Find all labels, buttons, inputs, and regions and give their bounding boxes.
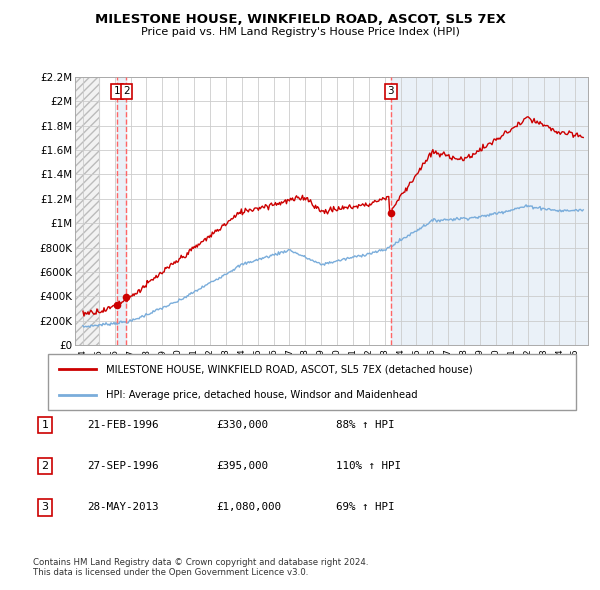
Text: Price paid vs. HM Land Registry's House Price Index (HPI): Price paid vs. HM Land Registry's House … [140,27,460,37]
Text: £330,000: £330,000 [216,420,268,430]
Text: 1: 1 [41,420,49,430]
Bar [117,77,127,345]
Text: MILESTONE HOUSE, WINKFIELD ROAD, ASCOT, SL5 7EX: MILESTONE HOUSE, WINKFIELD ROAD, ASCOT, … [95,13,505,26]
Bar [75,77,99,345]
Text: £1,080,000: £1,080,000 [216,503,281,512]
Text: 3: 3 [41,503,49,512]
Text: 2: 2 [41,461,49,471]
Text: HPI: Average price, detached house, Windsor and Maidenhead: HPI: Average price, detached house, Wind… [106,390,418,400]
Text: 110% ↑ HPI: 110% ↑ HPI [336,461,401,471]
FancyBboxPatch shape [48,354,576,410]
Text: 21-FEB-1996: 21-FEB-1996 [87,420,158,430]
Text: 88% ↑ HPI: 88% ↑ HPI [336,420,395,430]
Text: £395,000: £395,000 [216,461,268,471]
Text: MILESTONE HOUSE, WINKFIELD ROAD, ASCOT, SL5 7EX (detached house): MILESTONE HOUSE, WINKFIELD ROAD, ASCOT, … [106,364,473,374]
Text: 1: 1 [113,86,120,96]
Text: 2: 2 [123,86,130,96]
Bar [391,77,588,345]
Text: 27-SEP-1996: 27-SEP-1996 [87,461,158,471]
Text: Contains HM Land Registry data © Crown copyright and database right 2024.
This d: Contains HM Land Registry data © Crown c… [33,558,368,577]
Text: 3: 3 [388,86,394,96]
Text: 28-MAY-2013: 28-MAY-2013 [87,503,158,512]
Bar [75,77,99,345]
Text: 69% ↑ HPI: 69% ↑ HPI [336,503,395,512]
